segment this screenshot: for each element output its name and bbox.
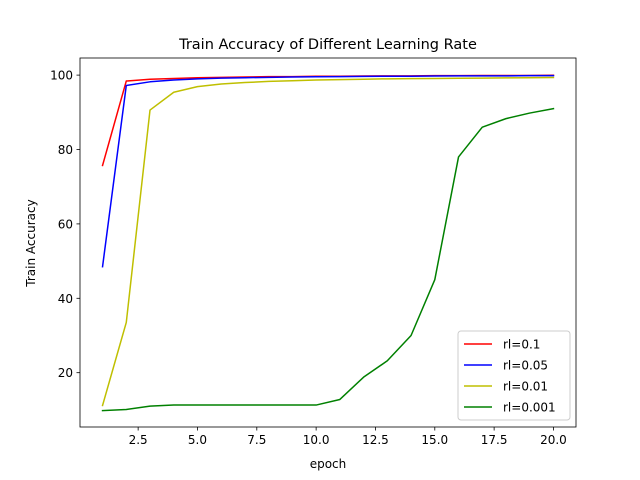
chart-title: Train Accuracy of Different Learning Rat… — [178, 37, 477, 53]
y-tick-label: 20 — [58, 366, 73, 380]
x-tick-label: 12.5 — [362, 433, 389, 447]
series-line-2 — [101, 76, 555, 407]
legend-label: rl=0.01 — [503, 380, 548, 394]
x-tick-label: 7.5 — [247, 433, 266, 447]
legend-label: rl=0.1 — [503, 338, 540, 352]
y-tick-label: 60 — [58, 217, 73, 231]
x-tick-label: 15.0 — [421, 433, 448, 447]
x-axis-title: epoch — [310, 457, 347, 471]
legend-label: rl=0.05 — [503, 359, 548, 373]
series-lines — [101, 74, 555, 412]
legend-box — [457, 330, 571, 421]
legend-label: rl=0.001 — [503, 401, 556, 415]
y-axis-title: Train Accuracy — [24, 199, 38, 287]
plot-area-frame — [79, 57, 577, 428]
y-tick-label: 80 — [58, 143, 73, 157]
y-tick-label: 100 — [50, 69, 73, 83]
axis-ticks: 2.5 5.0 7.5 10.0 12.5 15.0 17.5 20.0 20 40 60 80 100 — [50, 69, 567, 447]
series-line-3 — [101, 107, 555, 412]
y-tick-label: 40 — [58, 292, 73, 306]
x-tick-label: 2.5 — [129, 433, 148, 447]
x-tick-label: 20.0 — [540, 433, 567, 447]
x-tick-label: 10.0 — [303, 433, 330, 447]
series-line-1 — [101, 74, 555, 268]
legend: rl=0.1 rl=0.05 rl=0.01 rl=0.001 — [457, 330, 571, 421]
x-tick-label: 5.0 — [188, 433, 207, 447]
x-tick-label: 17.5 — [481, 433, 508, 447]
